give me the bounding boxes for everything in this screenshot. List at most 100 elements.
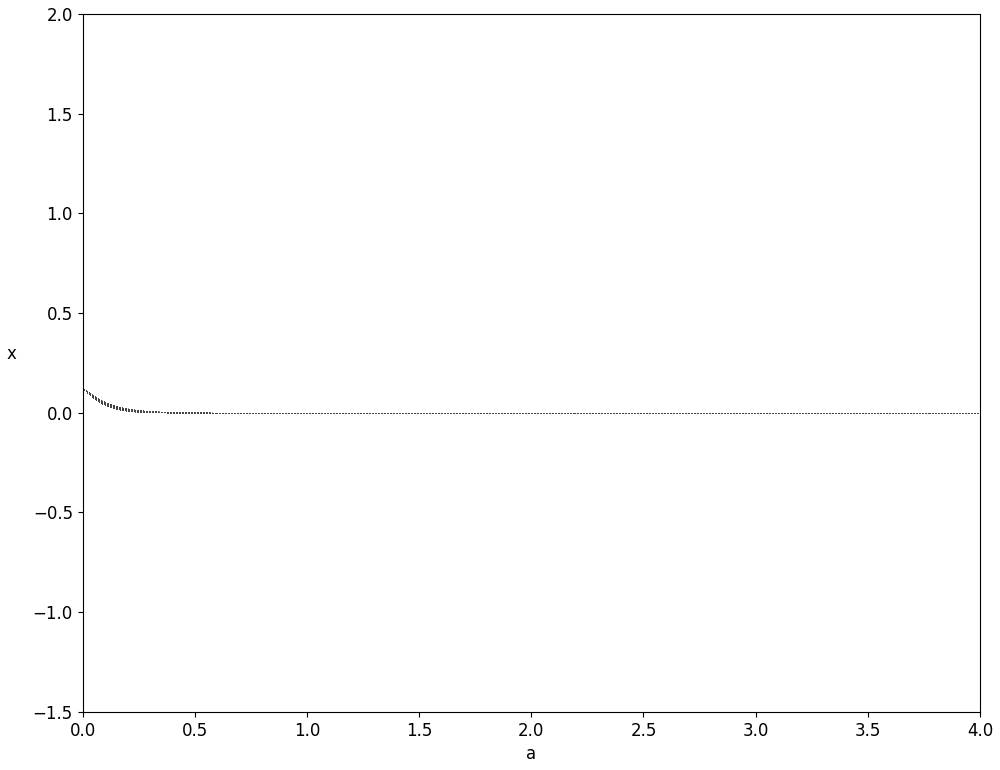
- Point: [848, 407, 864, 419]
- Point: [434, 407, 450, 419]
- Point: [526, 407, 542, 419]
- Point: [126, 404, 142, 417]
- Point: [187, 407, 203, 419]
- Point: [406, 407, 422, 419]
- Point: [735, 407, 751, 419]
- Point: [476, 407, 492, 419]
- Point: [263, 407, 279, 419]
- Point: [928, 407, 944, 419]
- Point: [416, 407, 432, 419]
- Point: [156, 406, 172, 418]
- Point: [803, 407, 819, 419]
- Point: [683, 407, 699, 419]
- Point: [699, 407, 715, 419]
- Point: [76, 383, 92, 396]
- Point: [732, 407, 748, 419]
- Point: [672, 407, 688, 419]
- Point: [774, 407, 790, 419]
- Point: [842, 407, 858, 419]
- Point: [822, 407, 838, 419]
- Point: [236, 407, 252, 419]
- Point: [353, 407, 369, 419]
- Point: [166, 407, 182, 419]
- Point: [271, 407, 287, 419]
- Point: [497, 407, 513, 419]
- Point: [666, 407, 682, 419]
- Point: [488, 407, 504, 419]
- Point: [529, 407, 545, 419]
- Point: [924, 407, 940, 419]
- Point: [807, 407, 823, 419]
- Point: [515, 407, 531, 419]
- Point: [305, 407, 321, 419]
- Point: [746, 407, 762, 419]
- Point: [675, 407, 691, 419]
- Point: [794, 407, 810, 419]
- Point: [749, 407, 765, 419]
- Point: [943, 407, 959, 419]
- Point: [208, 407, 224, 419]
- Point: [230, 407, 246, 419]
- Point: [427, 407, 443, 419]
- Point: [924, 407, 940, 419]
- Point: [301, 407, 317, 419]
- Point: [587, 407, 603, 419]
- Point: [782, 407, 798, 419]
- Point: [475, 407, 491, 419]
- Point: [235, 407, 251, 419]
- Point: [548, 407, 564, 419]
- Point: [657, 407, 673, 419]
- Point: [530, 407, 546, 419]
- Point: [524, 407, 540, 419]
- Point: [400, 407, 416, 419]
- Point: [588, 407, 604, 419]
- Point: [863, 407, 879, 419]
- Point: [84, 389, 100, 401]
- Point: [654, 407, 670, 419]
- Point: [521, 407, 537, 419]
- Point: [600, 407, 616, 419]
- Point: [788, 407, 804, 419]
- Point: [274, 407, 290, 419]
- Point: [129, 405, 145, 417]
- Point: [265, 407, 281, 419]
- Point: [612, 407, 628, 419]
- Point: [415, 407, 431, 419]
- Point: [684, 407, 700, 419]
- Point: [768, 407, 784, 419]
- Point: [749, 407, 765, 419]
- Point: [789, 407, 805, 419]
- Point: [882, 407, 898, 419]
- Point: [331, 407, 347, 419]
- Point: [804, 407, 820, 419]
- Point: [493, 407, 509, 419]
- Point: [866, 407, 882, 419]
- Point: [470, 407, 486, 419]
- Point: [825, 407, 841, 419]
- Point: [436, 407, 452, 419]
- Point: [202, 407, 218, 419]
- Point: [424, 407, 440, 419]
- Point: [93, 393, 109, 406]
- Point: [906, 407, 922, 419]
- Point: [350, 407, 366, 419]
- Point: [484, 407, 500, 419]
- Point: [254, 407, 270, 419]
- Point: [957, 407, 973, 419]
- Point: [569, 407, 585, 419]
- Point: [493, 407, 509, 419]
- Point: [851, 407, 867, 419]
- Point: [831, 407, 847, 419]
- Point: [710, 407, 726, 419]
- Point: [653, 407, 669, 419]
- Point: [785, 407, 801, 419]
- Point: [262, 407, 278, 419]
- Point: [159, 406, 175, 418]
- Point: [117, 403, 133, 416]
- Point: [245, 407, 261, 419]
- Point: [741, 407, 757, 419]
- Point: [250, 407, 266, 419]
- Point: [949, 407, 965, 419]
- Point: [201, 407, 217, 419]
- Point: [413, 407, 429, 419]
